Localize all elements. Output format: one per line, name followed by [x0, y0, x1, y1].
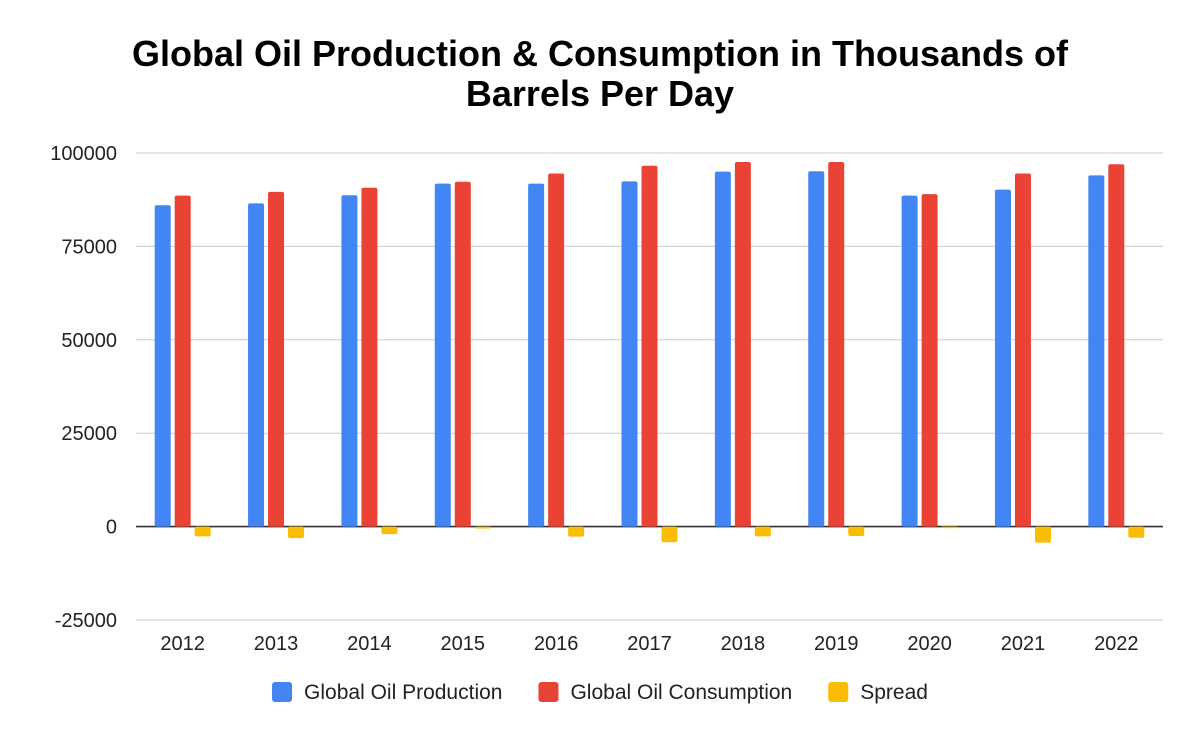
legend-label-global-oil-production: Global Oil Production — [304, 681, 502, 704]
x-tick-label: 2015 — [441, 633, 486, 655]
bar-global-oil-production-2013 — [248, 203, 265, 527]
y-tick-label: -25000 — [55, 610, 117, 632]
x-tick-label: 2020 — [907, 633, 952, 655]
bar-global-oil-consumption-2018 — [734, 161, 751, 527]
bar-global-oil-consumption-2021 — [1014, 173, 1031, 527]
x-tick-label: 2016 — [534, 633, 579, 655]
bar-global-oil-production-2012 — [154, 205, 171, 527]
bar-spread-2020 — [941, 526, 958, 529]
x-tick-label: 2021 — [1001, 633, 1046, 655]
bar-spread-2012 — [194, 526, 211, 537]
legend-label-spread: Spread — [860, 681, 928, 704]
bar-global-oil-production-2015 — [434, 183, 451, 527]
bar-global-oil-consumption-2022 — [1108, 164, 1125, 527]
bar-spread-2013 — [288, 526, 305, 539]
chart-title: Global Oil Production & Consumption in T… — [0, 34, 1200, 114]
y-tick-label: 75000 — [61, 236, 117, 258]
legend-swatch-global-oil-consumption — [538, 682, 559, 702]
y-tick-label: 50000 — [61, 330, 117, 352]
bar-global-oil-consumption-2019 — [828, 161, 845, 527]
x-tick-label: 2019 — [814, 633, 859, 655]
bar-global-oil-consumption-2012 — [174, 195, 191, 527]
bar-global-oil-consumption-2017 — [641, 165, 658, 527]
bar-global-oil-consumption-2020 — [921, 194, 938, 527]
bar-spread-2017 — [661, 526, 678, 543]
x-tick-label: 2022 — [1094, 633, 1139, 655]
bar-global-oil-production-2020 — [901, 195, 918, 527]
bar-spread-2019 — [848, 526, 865, 536]
bar-spread-2016 — [568, 526, 585, 537]
bar-global-oil-consumption-2013 — [268, 191, 285, 527]
bar-global-oil-production-2017 — [621, 181, 638, 527]
x-tick-label: 2018 — [721, 633, 766, 655]
bar-spread-2018 — [754, 526, 771, 537]
y-tick-label: 0 — [106, 517, 117, 539]
bar-global-oil-production-2014 — [341, 195, 358, 527]
bar-spread-2014 — [381, 526, 398, 535]
x-tick-label: 2012 — [160, 633, 205, 655]
legend-label-global-oil-consumption: Global Oil Consumption — [570, 681, 792, 704]
y-tick-label: 100000 — [50, 143, 117, 165]
bar-global-oil-production-2021 — [994, 189, 1011, 527]
x-tick-label: 2014 — [347, 633, 392, 655]
bar-global-oil-production-2016 — [528, 183, 545, 527]
bar-global-oil-consumption-2016 — [548, 173, 565, 527]
bar-global-oil-production-2018 — [714, 171, 731, 527]
legend-swatch-global-oil-production — [272, 682, 293, 702]
chart-title-line-1: Global Oil Production & Consumption in T… — [132, 33, 1068, 74]
bar-global-oil-production-2022 — [1088, 175, 1105, 527]
bar-global-oil-production-2019 — [808, 171, 825, 527]
legend-swatch-spread — [828, 682, 849, 702]
y-tick-label: 25000 — [61, 423, 117, 445]
bar-spread-2022 — [1128, 526, 1145, 538]
x-tick-label: 2013 — [254, 633, 299, 655]
bar-global-oil-consumption-2015 — [454, 181, 471, 527]
bar-spread-2015 — [474, 526, 491, 529]
bar-spread-2021 — [1034, 526, 1051, 543]
x-tick-label: 2017 — [627, 633, 672, 655]
chart-title-line-2: Barrels Per Day — [465, 73, 735, 114]
bar-global-oil-consumption-2014 — [361, 187, 378, 527]
